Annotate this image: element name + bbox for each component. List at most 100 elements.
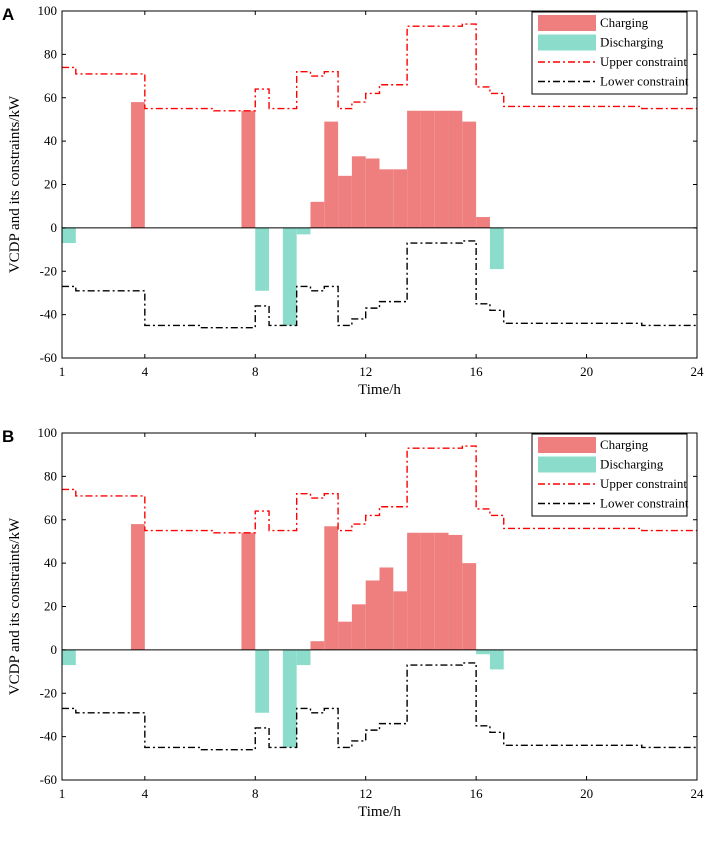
legend-label-charging: Charging	[600, 437, 649, 452]
discharging-bar-0	[62, 649, 76, 666]
charging-bar-8	[393, 169, 408, 228]
upper-constraint-line	[62, 23, 697, 112]
x-tick-label: 24	[691, 364, 705, 379]
y-tick-label: 0	[51, 220, 58, 235]
charging-bar-8	[393, 591, 408, 650]
discharging-bar-4	[476, 649, 490, 655]
discharging-bar-5	[489, 649, 504, 670]
discharging-bar-3	[296, 227, 311, 235]
y-tick-label: 60	[44, 512, 57, 527]
x-tick-label: 16	[470, 786, 484, 801]
y-tick-label: 80	[44, 468, 57, 483]
x-tick-label: 16	[470, 364, 484, 379]
discharging-bar-2	[282, 649, 297, 748]
discharging-bar-4	[489, 227, 504, 270]
panel-label: B	[2, 427, 14, 446]
y-tick-label: 60	[44, 90, 57, 105]
charging-bar-6	[365, 580, 380, 650]
y-tick-label: 0	[51, 642, 58, 657]
y-tick-label: 100	[38, 425, 58, 440]
legend-swatch-discharging	[538, 34, 596, 51]
x-tick-label: 4	[142, 364, 149, 379]
y-tick-label: 100	[38, 3, 58, 18]
charging-bar-12	[448, 534, 463, 650]
y-tick-label: 80	[44, 46, 57, 61]
y-tick-label: 40	[44, 133, 57, 148]
charging-bar-1	[241, 532, 256, 650]
x-tick-label: 8	[252, 786, 259, 801]
bars-layer	[62, 524, 504, 748]
constraint-lines-layer	[62, 445, 697, 751]
chart-a-svg: A -60 -40 -20 0 20 40 60 80 100 1 4 8 12 16 20 24 Time/…	[2, 3, 705, 398]
x-axis-label: Time/h	[358, 382, 401, 398]
lower-constraint-line	[62, 662, 697, 751]
legend-label-upper: Upper constraint	[600, 476, 687, 491]
legend-label-discharging: Discharging	[600, 35, 664, 50]
x-tick-label: 20	[580, 364, 593, 379]
chart-panel-a: A -60 -40 -20 0 20 40 60 80 100 1 4 8 12 16 20 24 Time/…	[0, 0, 706, 422]
charging-bar-10	[420, 532, 435, 650]
charging-bar-0	[131, 102, 145, 228]
legend-label-upper: Upper constraint	[600, 54, 687, 69]
charging-bar-6	[365, 158, 380, 228]
y-tick-label: -60	[40, 772, 57, 787]
charging-bar-7	[379, 169, 394, 228]
charging-bar-4	[338, 175, 352, 228]
legend-swatch-discharging	[538, 456, 596, 473]
y-tick-label: -40	[40, 729, 57, 744]
y-tick-label: 40	[44, 555, 57, 570]
legend-label-charging: Charging	[600, 15, 649, 30]
x-tick-label: 4	[142, 786, 149, 801]
charging-bar-4	[338, 621, 352, 650]
y-tick-label: 20	[44, 599, 57, 614]
legend-label-lower: Lower constraint	[600, 74, 689, 89]
charging-bar-10	[420, 110, 435, 228]
chart-panel-b: B -60 -40 -20 0 20 40 60 80 100 1 4 8 12 16 20 24 Time/…	[0, 422, 706, 844]
legend-swatch-charging	[538, 15, 596, 31]
axis-ticks: -60 -40 -20 0 20 40 60 80 100 1 4 8 12 16 20 24	[38, 3, 705, 379]
charging-bar-9	[407, 532, 421, 650]
legend-swatch-charging	[538, 437, 596, 453]
charging-bar-5	[351, 604, 366, 650]
chart-b-svg: B -60 -40 -20 0 20 40 60 80 100 1 4 8 12 16 20 24 Time/…	[2, 425, 705, 820]
charging-bar-9	[407, 110, 421, 228]
y-axis-label: VCDP and its constraints/kW	[7, 517, 23, 695]
legend-label-lower: Lower constraint	[600, 496, 689, 511]
constraint-lines-layer	[62, 23, 697, 329]
x-tick-label: 24	[691, 786, 705, 801]
bars-layer	[62, 102, 504, 326]
discharging-bar-1	[255, 227, 270, 291]
discharging-bar-2	[282, 227, 297, 326]
legend: Charging Discharging Upper constraint Lo…	[531, 433, 689, 517]
y-tick-label: 20	[44, 177, 57, 192]
charging-bar-3	[324, 526, 339, 650]
charging-bar-11	[434, 532, 449, 650]
x-axis-label: Time/h	[358, 804, 401, 820]
x-tick-label: 1	[59, 786, 66, 801]
y-tick-label: -20	[40, 685, 57, 700]
lower-constraint-line	[62, 240, 697, 329]
charging-bar-13	[462, 121, 477, 228]
charging-bar-7	[379, 567, 394, 650]
axis-ticks: -60 -40 -20 0 20 40 60 80 100 1 4 8 12 16 20 24	[38, 425, 705, 801]
legend: Charging Discharging Upper constraint Lo…	[531, 11, 689, 95]
charging-bar-11	[434, 110, 449, 228]
charging-bar-3	[324, 121, 339, 228]
charging-bar-5	[351, 156, 366, 228]
y-tick-label: -20	[40, 263, 57, 278]
discharging-bar-1	[255, 649, 270, 713]
charging-bar-1	[241, 110, 256, 228]
x-tick-label: 12	[359, 364, 372, 379]
y-axis-label: VCDP and its constraints/kW	[7, 95, 23, 273]
y-tick-label: -40	[40, 307, 57, 322]
upper-constraint-line	[62, 445, 697, 534]
charging-bar-2	[310, 641, 325, 650]
panel-label: A	[2, 5, 14, 24]
x-tick-label: 1	[59, 364, 66, 379]
x-tick-label: 8	[252, 364, 259, 379]
charging-bar-14	[476, 217, 490, 228]
x-tick-label: 12	[359, 786, 372, 801]
legend-label-discharging: Discharging	[600, 457, 664, 472]
discharging-bar-3	[296, 649, 311, 666]
discharging-bar-0	[62, 227, 76, 244]
